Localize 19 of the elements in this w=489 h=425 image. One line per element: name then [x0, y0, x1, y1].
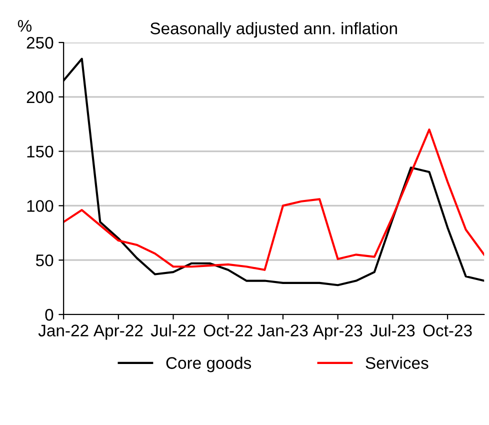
chart-title: Seasonally adjusted ann. inflation [150, 22, 397, 38]
x-tick-label: Jan-22 [38, 324, 88, 336]
y-tick-label: 50 [36, 254, 54, 266]
x-tick-label: Apr-23 [312, 324, 362, 340]
y-axis-title: % [18, 20, 32, 32]
x-tick-label: Jul-22 [150, 324, 196, 336]
y-tick-label: 100 [27, 200, 54, 212]
legend-label: Core goods [166, 356, 252, 372]
x-tick-label: Oct-22 [204, 324, 252, 336]
legend-label: Services [366, 356, 428, 369]
y-tick-label: 200 [26, 91, 54, 104]
x-tick-label: Apr-22 [93, 324, 143, 340]
x-tick-label: Jul-23 [370, 324, 415, 336]
line-series [64, 128, 484, 271]
x-tick-label: Oct-23 [423, 324, 472, 336]
y-tick-label: 250 [26, 36, 54, 49]
y-tick-label: 0 [45, 308, 54, 321]
y-tick-label: 150 [27, 146, 54, 158]
x-tick-label: Jan-23 [258, 324, 308, 336]
